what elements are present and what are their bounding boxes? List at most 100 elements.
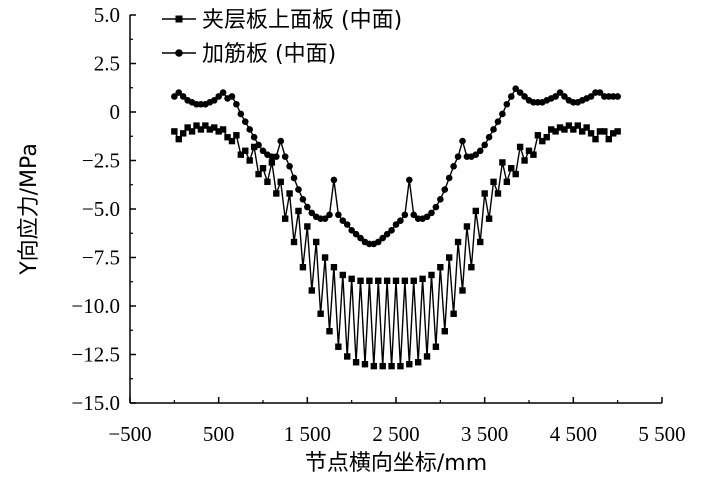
data-point <box>352 230 360 238</box>
data-point <box>472 207 479 215</box>
data-point <box>583 124 590 131</box>
data-point <box>485 215 493 222</box>
data-point <box>295 186 302 193</box>
data-point <box>401 277 409 284</box>
data-point <box>193 122 200 129</box>
data-point <box>241 118 249 125</box>
x-tick-label: −500 <box>108 422 151 446</box>
data-point <box>579 128 586 135</box>
data-point <box>401 211 409 219</box>
data-point <box>277 178 284 186</box>
data-point <box>343 221 351 228</box>
data-point <box>507 93 515 100</box>
data-point <box>441 186 449 193</box>
data-point <box>357 277 364 284</box>
data-point <box>374 238 382 246</box>
data-point <box>547 126 555 133</box>
data-point <box>556 89 564 96</box>
data-point <box>454 153 462 160</box>
data-point <box>224 134 231 141</box>
data-point <box>406 176 413 184</box>
circle-marker-icon <box>175 49 183 57</box>
x-tick-label: 2 500 <box>372 422 419 446</box>
data-point <box>490 178 497 186</box>
data-point <box>259 147 267 155</box>
data-point <box>246 126 253 133</box>
square-marker-icon <box>175 15 183 23</box>
data-point <box>330 264 338 271</box>
data-point <box>250 133 258 141</box>
data-point <box>388 227 395 234</box>
axis-ticks <box>129 14 663 404</box>
series-2 <box>171 85 621 248</box>
data-point <box>379 362 386 370</box>
data-point <box>450 163 457 170</box>
data-point <box>290 174 298 182</box>
data-point <box>330 176 338 184</box>
data-point <box>175 135 182 143</box>
data-point <box>180 130 187 137</box>
data-point <box>477 238 484 246</box>
data-point <box>171 128 178 135</box>
data-point <box>370 362 378 370</box>
data-point <box>397 217 404 224</box>
data-point <box>206 126 213 133</box>
legend: 夹层板上面板 (中面) 加筋板 (中面) <box>162 8 402 67</box>
x-tick-label: 4 500 <box>550 422 597 446</box>
data-point <box>233 132 240 139</box>
data-point <box>299 264 307 271</box>
data-point <box>414 359 422 366</box>
legend-item-series-2: 加筋板 (中面) <box>162 42 336 67</box>
data-point <box>459 137 466 145</box>
data-point <box>552 128 559 135</box>
data-point <box>375 277 382 284</box>
y-axis-title: Y向应力/MPa <box>17 143 42 276</box>
data-point <box>383 277 391 284</box>
data-point <box>357 234 364 242</box>
y-tick-label: −10.0 <box>71 294 120 318</box>
data-point <box>499 159 506 166</box>
data-point <box>392 277 400 284</box>
data-point <box>432 343 440 350</box>
data-point <box>215 128 222 135</box>
data-point <box>348 275 355 283</box>
data-point <box>556 124 564 131</box>
data-point <box>219 89 227 96</box>
data-point <box>552 93 559 100</box>
data-point <box>499 110 506 118</box>
data-point <box>570 126 577 133</box>
data-point <box>339 271 346 279</box>
data-point <box>277 137 285 145</box>
data-point <box>481 141 488 149</box>
data-point <box>565 122 573 129</box>
data-point <box>259 165 267 172</box>
data-point <box>366 277 373 284</box>
x-axis-title: 节点横向坐标/mm <box>305 451 487 476</box>
data-point <box>352 359 360 366</box>
data-point <box>410 277 417 284</box>
data-point <box>184 124 191 131</box>
data-point <box>516 143 524 151</box>
data-point <box>335 343 342 350</box>
data-point <box>250 143 258 151</box>
axis-tick-labels: −500 500 1 500 2 500 3 500 4 500 5 500 5.0 2.5 0 −… <box>71 3 685 446</box>
data-point <box>476 147 484 155</box>
x-tick-label: 3 500 <box>461 422 508 446</box>
y-tick-label: −15.0 <box>71 391 120 415</box>
data-point <box>228 137 236 145</box>
legend-label-series-2: 加筋板 (中面) <box>202 42 336 67</box>
data-point <box>423 353 431 360</box>
data-point <box>512 170 519 178</box>
data-point <box>494 190 502 197</box>
data-point <box>211 124 218 131</box>
data-point <box>210 97 218 104</box>
data-point <box>596 128 604 135</box>
data-point <box>246 157 253 164</box>
data-point <box>468 264 475 271</box>
data-point <box>516 89 524 96</box>
data-point <box>521 157 528 164</box>
y-tick-label: −7.5 <box>82 246 120 270</box>
data-point <box>255 141 262 149</box>
data-point <box>233 100 240 108</box>
data-point <box>339 217 347 224</box>
